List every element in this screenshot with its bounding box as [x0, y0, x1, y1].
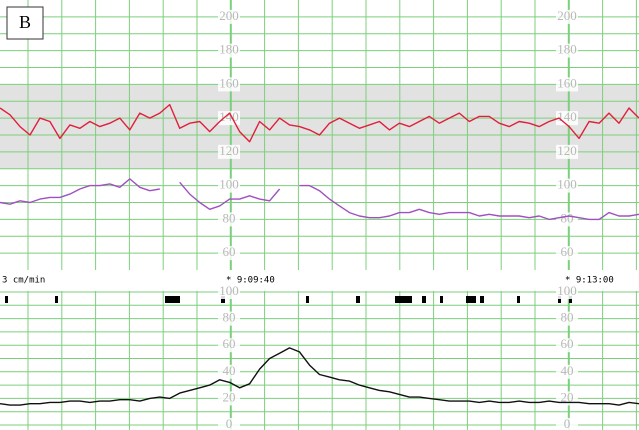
tick-label-bg — [556, 43, 578, 58]
time-mark: * 9:09:40 — [226, 276, 275, 286]
trace-line — [0, 347, 639, 406]
tick-label-bg — [218, 212, 240, 227]
y-tick-label: 20 — [223, 389, 236, 404]
trace-line — [0, 103, 639, 143]
y-tick-label: 140 — [557, 109, 577, 124]
y-tick-label: 100 — [557, 283, 577, 298]
tick-label-bg — [218, 285, 240, 299]
y-tick-label: 100 — [219, 177, 239, 192]
y-tick-label: 80 — [561, 310, 574, 325]
tick-label-bg — [218, 338, 240, 353]
y-tick-label: 60 — [561, 244, 574, 259]
tick-label-bg — [556, 144, 578, 159]
tick-label-bg — [218, 77, 240, 92]
y-tick-label: 160 — [557, 75, 577, 90]
y-tick-label: 80 — [223, 210, 236, 225]
y-tick-label: 200 — [557, 8, 577, 23]
panel-label: B — [19, 12, 31, 32]
y-tick-label: 140 — [219, 109, 239, 124]
tick-label-bg — [556, 9, 578, 24]
tick-label-bg — [556, 338, 578, 353]
y-tick-label: 160 — [219, 75, 239, 90]
y-tick-label: 80 — [223, 310, 236, 325]
y-tick-label: 0 — [564, 416, 571, 430]
y-tick-label: 180 — [557, 42, 577, 57]
y-tick-label: 200 — [219, 8, 239, 23]
tick-label-bg — [556, 311, 578, 326]
y-tick-label: 120 — [557, 143, 577, 158]
normal-band — [0, 84, 639, 169]
tick-label-bg — [218, 9, 240, 24]
tick-label-bg — [556, 364, 578, 379]
tick-label-bg — [218, 144, 240, 159]
y-tick-label: 80 — [561, 210, 574, 225]
y-tick-label: 20 — [561, 389, 574, 404]
y-tick-label: 40 — [561, 363, 574, 378]
trace-line — [0, 178, 160, 205]
panel-label-box — [6, 6, 44, 40]
y-tick-label: 120 — [219, 143, 239, 158]
tick-label-bg — [556, 246, 578, 261]
trace-line — [179, 181, 281, 210]
tick-label-bg — [218, 391, 240, 406]
y-tick-label: 100 — [219, 283, 239, 298]
tick-label-bg — [556, 178, 578, 193]
y-tick-label: 60 — [561, 336, 574, 351]
y-tick-label: 0 — [226, 416, 233, 430]
annotation-strip — [0, 270, 639, 291]
y-tick-label: 40 — [223, 363, 236, 378]
tick-label-bg — [556, 111, 578, 126]
tick-label-bg — [218, 178, 240, 193]
tick-label-bg — [218, 246, 240, 261]
tick-label-bg — [218, 364, 240, 379]
tick-label-bg — [218, 418, 240, 430]
y-tick-label: 60 — [223, 244, 236, 259]
tick-label-bg — [556, 77, 578, 92]
paper-speed: 3 cm/min — [2, 276, 45, 286]
time-mark: * 9:13:00 — [565, 276, 614, 286]
trace-line — [299, 184, 639, 221]
event-markers — [5, 296, 572, 303]
y-tick-label: 180 — [219, 42, 239, 57]
tick-label-bg — [218, 311, 240, 326]
tick-label-bg — [556, 418, 578, 430]
y-tick-label: 100 — [557, 177, 577, 192]
y-tick-label: 60 — [223, 336, 236, 351]
tick-label-bg — [556, 285, 578, 299]
tick-label-bg — [218, 43, 240, 58]
